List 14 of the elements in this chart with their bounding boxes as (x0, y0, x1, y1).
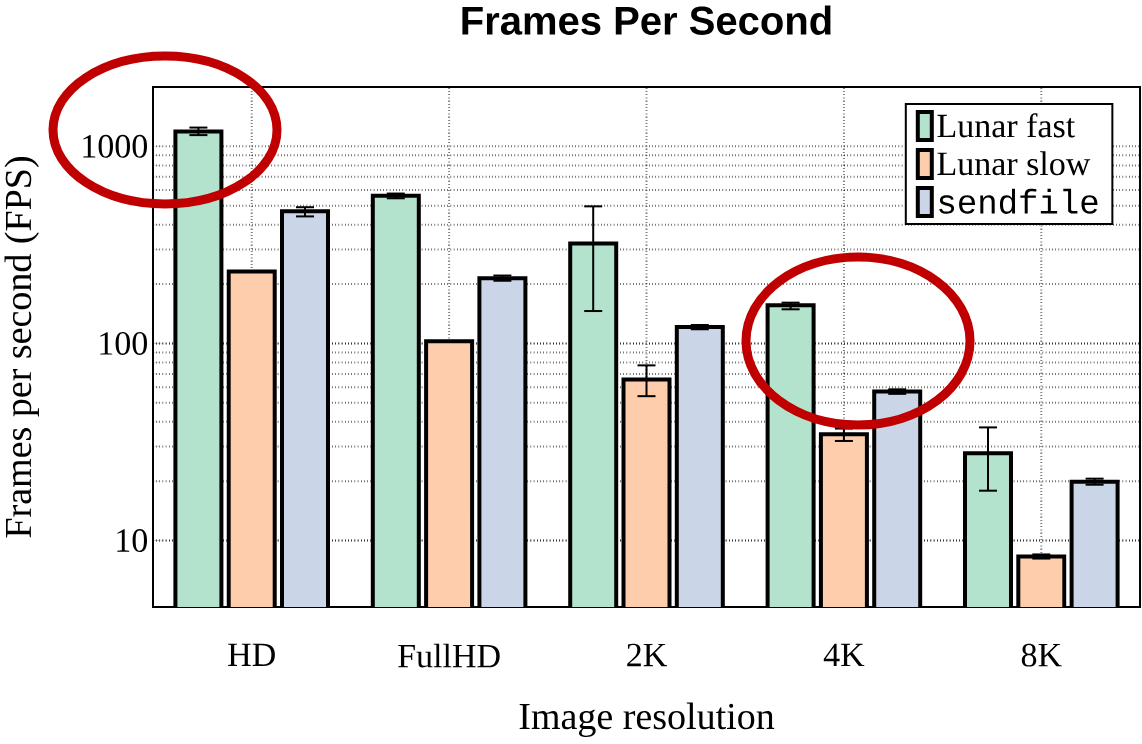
y-axis-title: Frames per second (FPS) (4, 157, 39, 538)
x-tick-label: HD (228, 643, 275, 666)
x-tick-label: 8K (1021, 643, 1062, 667)
legend-label: Lunar slow (937, 151, 1091, 176)
legend-label: Lunar fast (937, 113, 1076, 138)
x-tick-label: 4K (823, 643, 865, 667)
y-tick-label: 10 (117, 529, 147, 552)
x-tick-label: FullHD (398, 643, 500, 668)
y-tick-label: 100 (100, 331, 147, 355)
legend-label: sendfile (939, 188, 1098, 214)
y-tick-label: 1000 (83, 134, 147, 158)
x-tick-label: 2K (627, 643, 667, 667)
chart-title: Frames Per Second (462, 5, 831, 35)
x-axis-title: Image resolution (519, 702, 775, 738)
